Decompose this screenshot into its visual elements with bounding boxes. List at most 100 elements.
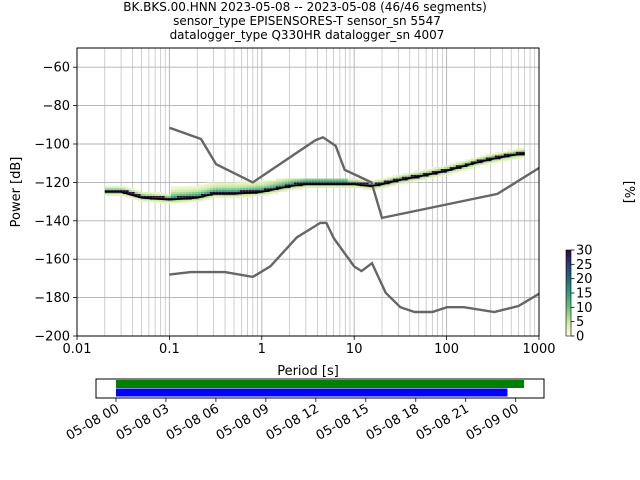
heatmap-cell: [140, 195, 144, 198]
heatmap-cell: [350, 180, 354, 183]
heatmap-cell: [356, 182, 360, 185]
heatmap-cell: [125, 188, 129, 191]
heatmap-cell: [221, 184, 225, 187]
heatmap-cell: [386, 178, 390, 181]
heatmap-cell: [347, 184, 351, 187]
heatmap-cell: [266, 188, 270, 191]
heatmap-cell: [365, 182, 369, 185]
heatmap-cell: [302, 182, 306, 185]
heatmap-cell: [209, 184, 213, 187]
heatmap-cell: [122, 186, 126, 189]
heatmap-cell: [389, 184, 393, 187]
heatmap-cell: [515, 149, 519, 152]
heatmap-cell: [248, 184, 252, 187]
heatmap-cell: [122, 193, 126, 196]
heatmap-cell: [263, 182, 267, 185]
heatmap-cell: [284, 180, 288, 183]
heatmap-cell: [245, 182, 249, 185]
heatmap-cell: [362, 180, 366, 183]
nlnm-curve: [169, 221, 540, 314]
heatmap-cell: [269, 184, 273, 187]
heatmap-cell: [350, 178, 354, 181]
heatmap-cell: [464, 161, 468, 164]
heatmap-cell: [278, 182, 282, 185]
heatmap-cell: [434, 174, 438, 177]
heatmap-cell: [266, 180, 270, 183]
heatmap-cell: [116, 192, 120, 194]
heatmap-cell: [164, 201, 168, 204]
heatmap-cell: [395, 178, 399, 181]
heatmap-cell: [470, 161, 474, 164]
heatmap-cell: [137, 199, 141, 202]
heatmap-cell: [374, 182, 378, 185]
heatmap-cell: [515, 147, 519, 150]
heatmap-cell: [287, 188, 291, 191]
heatmap-cell: [281, 182, 285, 185]
heatmap-cell: [461, 168, 465, 171]
heatmap-cell: [509, 155, 513, 158]
heatmap-cell: [152, 193, 156, 196]
heatmap-cell: [329, 184, 333, 187]
heatmap-cell: [341, 180, 345, 183]
heatmap-cell: [236, 190, 240, 192]
heatmap-cell: [503, 159, 507, 162]
heatmap-cell: [392, 182, 396, 185]
heatmap-cell: [284, 182, 288, 185]
heatmap-cell: [428, 168, 432, 171]
heatmap-cell: [233, 186, 237, 189]
heatmap-cell: [293, 180, 297, 183]
heatmap-cell: [455, 170, 459, 173]
heatmap-cell: [320, 186, 324, 189]
heatmap-cell: [305, 180, 309, 183]
heatmap-cell: [155, 192, 159, 194]
heatmap-cell: [224, 188, 228, 191]
colorbar-tick-label: 15: [576, 287, 593, 302]
heatmap-cell: [416, 176, 420, 179]
heatmap-cell: [485, 157, 489, 160]
heatmap-cell: [242, 184, 246, 187]
heatmap-cell: [281, 190, 285, 192]
heatmap-cell: [170, 193, 174, 196]
heatmap-cell: [215, 190, 219, 192]
heatmap-cell: [470, 165, 474, 168]
heatmap-cell: [161, 193, 165, 196]
heatmap-cell: [401, 172, 405, 175]
heatmap-cell: [236, 186, 240, 189]
heatmap-cell: [311, 186, 315, 189]
heatmap-cell: [497, 153, 501, 156]
heatmap-cell: [272, 186, 276, 189]
heatmap-cell: [185, 199, 189, 202]
heatmap-cell: [257, 182, 261, 185]
heatmap-cell: [149, 199, 153, 202]
heatmap-cell: [473, 163, 477, 166]
heatmap-cell: [377, 178, 381, 181]
heatmap-cell: [170, 195, 174, 198]
heatmap-cell: [362, 188, 366, 191]
heatmap-cell: [209, 197, 213, 200]
heatmap-cell: [356, 186, 360, 189]
heatmap-cell: [521, 151, 525, 154]
heatmap-cell: [386, 180, 390, 183]
heatmap-cell: [401, 174, 405, 177]
heatmap-cell: [218, 184, 222, 187]
heatmap-cell: [428, 174, 432, 177]
heatmap-cell: [245, 195, 249, 198]
heatmap-cell: [422, 170, 426, 173]
heatmap-cell: [152, 192, 156, 194]
heatmap-cell: [221, 190, 225, 192]
heatmap-cell: [227, 188, 231, 191]
heatmap-cell: [263, 184, 267, 187]
heatmap-cell: [233, 188, 237, 191]
heatmap-cell: [275, 190, 279, 192]
heatmap-cell: [143, 192, 147, 194]
heatmap-cell: [407, 180, 411, 183]
heatmap-cell: [440, 174, 444, 177]
heatmap-cell: [128, 190, 132, 192]
heatmap-cell: [353, 186, 357, 189]
heatmap-cell: [191, 192, 195, 194]
heatmap-cell: [395, 174, 399, 177]
heatmap-cell: [482, 155, 486, 158]
heatmap-cell: [236, 193, 240, 196]
heatmap-cell: [218, 192, 222, 194]
